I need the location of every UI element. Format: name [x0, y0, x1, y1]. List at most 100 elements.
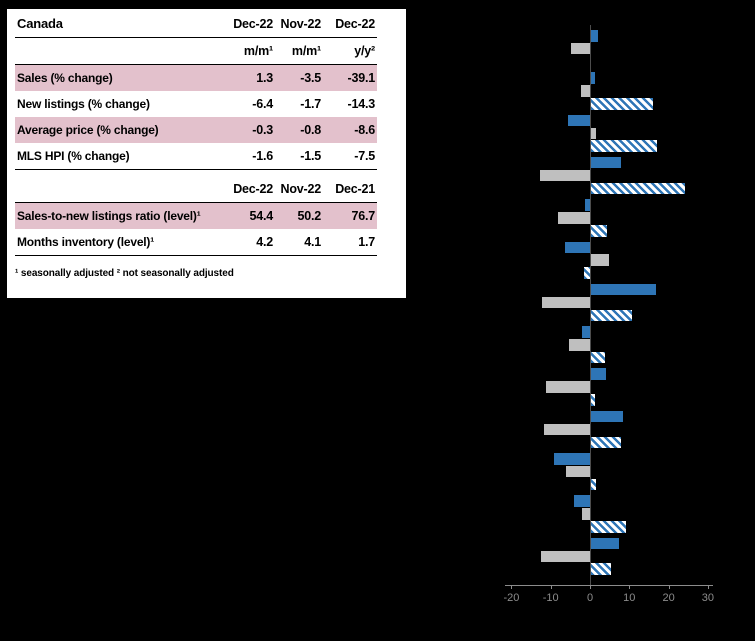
bar-group12-grey-solid: [582, 508, 590, 520]
bar-group3-blue-solid: [567, 114, 590, 127]
bar-group1-blue-solid: [591, 30, 599, 42]
table-header-row: Canada Dec-22 Nov-22 Dec-22: [15, 11, 377, 38]
bar-group5-grey-solid: [558, 212, 590, 224]
bar-group8-grey-solid: [569, 339, 590, 351]
col-subheader: m/m¹: [275, 37, 323, 65]
x-axis-tick: [707, 585, 709, 589]
table-row-average-price: Average price (% change) -0.3 -0.8 -8.6: [15, 117, 377, 143]
cell-value: -1.5: [275, 143, 323, 170]
summary-table-card: Canada Dec-22 Nov-22 Dec-22 m/m¹ m/m¹ y/…: [6, 8, 407, 299]
bar-group4-blue-hatched: [591, 182, 685, 195]
table-footnote: ¹ seasonally adjusted ² not seasonally a…: [15, 268, 234, 279]
cell-value: -8.6: [354, 123, 375, 137]
bar-group13-blue-solid: [591, 537, 619, 550]
x-axis-tick: [629, 585, 631, 589]
cell-value: -14.3: [347, 97, 376, 111]
cell-value: 54.4: [249, 209, 273, 223]
bar-group5-blue-solid: [585, 199, 590, 211]
cell-value: 1.7: [323, 229, 377, 256]
bar-group2-blue-solid: [591, 72, 595, 84]
x-axis-tick: [511, 585, 513, 589]
bar-group12-blue-hatched: [591, 521, 626, 533]
x-axis-tick-label: 0: [586, 592, 594, 604]
cell-value: 4.1: [275, 229, 323, 256]
bar-group4-blue-solid: [591, 156, 621, 169]
table-row-snlr: Sales-to-new listings ratio (level)¹ 54.…: [15, 202, 377, 229]
cell-value: 1.3: [256, 71, 273, 85]
cell-value: 76.7: [351, 209, 375, 223]
row-label: MLS HPI (% change): [15, 143, 225, 170]
bar-group2-blue-hatched: [591, 98, 654, 110]
cell-value: -39.1: [347, 71, 376, 85]
x-axis-tick: [550, 585, 552, 589]
cell-value: -7.5: [323, 143, 377, 170]
col-subheader: y/y²: [323, 37, 377, 65]
bar-group9-blue-hatched: [591, 394, 595, 406]
empty-cell: [15, 176, 225, 203]
cell-value: -3.5: [300, 71, 321, 85]
col-header: Dec-22: [323, 11, 377, 38]
table-row-mls-hpi: MLS HPI (% change) -1.6 -1.5 -7.5: [15, 143, 377, 170]
bar-group10-blue-hatched: [591, 436, 621, 448]
col-header: Nov-22: [275, 11, 323, 38]
x-axis-tick-label: 30: [701, 592, 715, 604]
bar-group1-grey-solid: [571, 42, 590, 55]
col-header: Nov-22: [275, 176, 323, 203]
bar-group8-blue-solid: [581, 326, 590, 338]
x-axis-line: [505, 585, 713, 586]
bar-group10-grey-solid: [544, 423, 590, 436]
summary-table: Canada Dec-22 Nov-22 Dec-22 m/m¹ m/m¹ y/…: [15, 11, 377, 256]
bar-group2-grey-solid: [580, 85, 590, 97]
bar-group13-grey-solid: [541, 550, 590, 562]
table-row-new-listings: New listings (% change) -6.4 -1.7 -14.3: [15, 91, 377, 117]
cell-value: 4.2: [225, 229, 275, 256]
x-axis-tick-label: -20: [503, 592, 520, 604]
bar-group7-blue-solid: [591, 283, 656, 296]
cell-value: -1.7: [300, 97, 321, 111]
bar-group4-grey-solid: [540, 169, 590, 182]
empty-cell: [15, 37, 225, 65]
table-title: Canada: [15, 11, 225, 38]
bar-group6-grey-solid: [591, 254, 610, 266]
row-label: Months inventory (level)¹: [15, 229, 225, 256]
bar-group7-blue-hatched: [591, 309, 632, 322]
bar-group3-grey-solid: [591, 127, 596, 139]
zero-gridline: [590, 25, 591, 585]
row-label: Sales (% change): [17, 71, 113, 85]
bar-group8-blue-hatched: [591, 351, 606, 364]
col-header: Dec-21: [323, 176, 377, 203]
table-row-months-inventory: Months inventory (level)¹ 4.2 4.1 1.7: [15, 229, 377, 256]
bar-group11-blue-hatched: [591, 478, 597, 491]
cell-value: 50.2: [297, 209, 321, 223]
cell-value: -6.4: [252, 97, 273, 111]
col-subheader: m/m¹: [225, 37, 275, 65]
table-header2-row: Dec-22 Nov-22 Dec-21: [15, 176, 377, 203]
bar-group13-blue-hatched: [591, 563, 612, 575]
cell-value: -1.6: [225, 143, 275, 170]
x-axis-tick-label: -10: [542, 592, 559, 604]
bar-group10-blue-solid: [591, 410, 623, 423]
row-label: Sales-to-new listings ratio (level)¹: [17, 209, 201, 223]
cell-value: -0.8: [300, 123, 321, 137]
x-axis-tick-label: 20: [662, 592, 675, 604]
bar-group5-blue-hatched: [591, 225, 608, 237]
row-label: New listings (% change): [17, 97, 150, 111]
row-label: Average price (% change): [17, 123, 159, 137]
cell-value: -0.3: [252, 123, 273, 137]
bar-group6-blue-solid: [564, 241, 590, 253]
bar-group6-blue-hatched: [584, 267, 590, 279]
bar-group11-blue-solid: [553, 453, 590, 465]
bar-group3-blue-hatched: [591, 140, 658, 152]
bar-group11-grey-solid: [566, 465, 590, 478]
x-axis-tick-label: 10: [623, 592, 636, 604]
col-header: Dec-22: [225, 11, 275, 38]
bar-group7-grey-solid: [542, 296, 590, 309]
table-row-sales: Sales (% change) 1.3 -3.5 -39.1: [15, 64, 377, 91]
table-subheader-row: m/m¹ m/m¹ y/y²: [15, 37, 377, 65]
bar-group12-blue-solid: [573, 495, 590, 507]
bar-group9-grey-solid: [545, 381, 590, 393]
x-axis-tick: [590, 585, 591, 589]
x-axis-tick: [668, 585, 670, 589]
